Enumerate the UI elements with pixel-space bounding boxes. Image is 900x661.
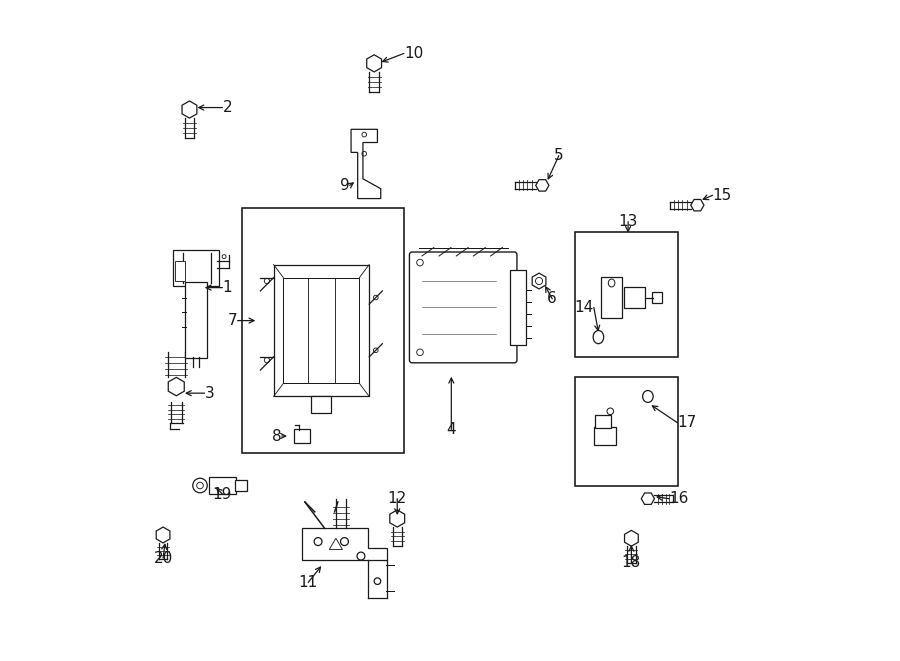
Polygon shape	[182, 101, 197, 118]
Text: 6: 6	[547, 292, 557, 306]
Text: 13: 13	[618, 214, 638, 229]
Polygon shape	[302, 528, 387, 560]
FancyBboxPatch shape	[595, 415, 611, 428]
Bar	[575, 231, 678, 357]
Bar	[311, 397, 331, 413]
Polygon shape	[642, 493, 654, 504]
Text: 7: 7	[228, 313, 238, 328]
Bar	[274, 264, 369, 397]
Polygon shape	[532, 273, 546, 289]
Text: 19: 19	[212, 486, 232, 502]
FancyBboxPatch shape	[601, 277, 622, 318]
FancyBboxPatch shape	[652, 292, 662, 303]
FancyBboxPatch shape	[510, 270, 526, 345]
Polygon shape	[536, 180, 549, 191]
Text: 17: 17	[678, 415, 697, 430]
FancyBboxPatch shape	[185, 282, 207, 358]
FancyBboxPatch shape	[624, 287, 645, 308]
Text: 5: 5	[554, 148, 563, 163]
Polygon shape	[329, 538, 343, 549]
FancyBboxPatch shape	[235, 480, 247, 491]
Text: 1: 1	[222, 280, 232, 295]
Bar	[242, 208, 404, 453]
Polygon shape	[157, 527, 170, 543]
Polygon shape	[691, 200, 704, 211]
Text: 2: 2	[222, 100, 232, 115]
Text: 3: 3	[204, 385, 214, 401]
Polygon shape	[351, 130, 381, 198]
Text: 12: 12	[388, 491, 407, 506]
Text: 4: 4	[446, 422, 456, 437]
Polygon shape	[390, 510, 405, 527]
FancyBboxPatch shape	[174, 250, 219, 286]
Text: 8: 8	[272, 428, 282, 444]
FancyBboxPatch shape	[594, 427, 616, 445]
Text: 18: 18	[622, 555, 641, 570]
Text: 10: 10	[404, 46, 423, 61]
Text: 9: 9	[340, 178, 350, 193]
Bar	[284, 278, 359, 383]
Text: 14: 14	[574, 300, 594, 315]
FancyBboxPatch shape	[209, 477, 237, 494]
Text: 20: 20	[153, 551, 173, 566]
Polygon shape	[168, 377, 184, 396]
Polygon shape	[625, 530, 638, 546]
Text: 16: 16	[669, 491, 689, 506]
Polygon shape	[366, 55, 382, 72]
FancyBboxPatch shape	[176, 261, 184, 281]
Text: 11: 11	[299, 575, 318, 590]
Bar	[575, 377, 678, 486]
FancyBboxPatch shape	[294, 430, 310, 443]
Text: 15: 15	[713, 188, 732, 203]
FancyBboxPatch shape	[410, 252, 517, 363]
